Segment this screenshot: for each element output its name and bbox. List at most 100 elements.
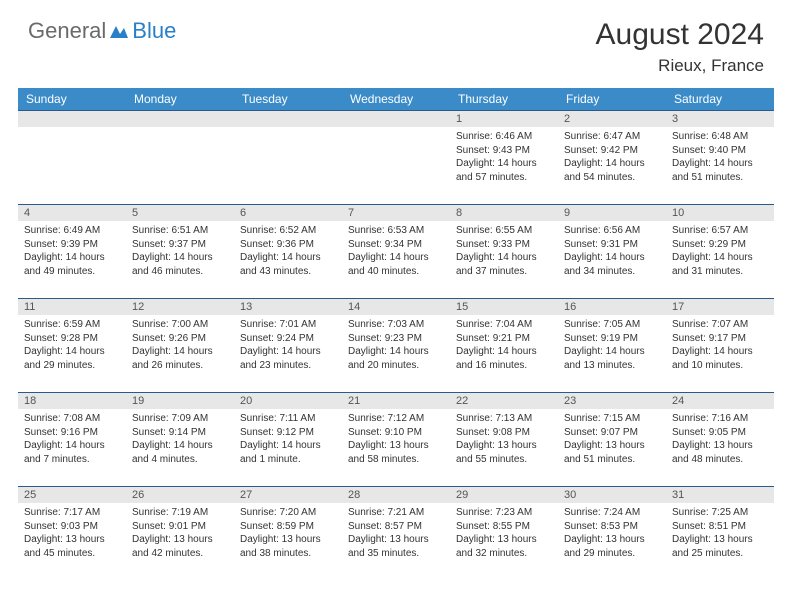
day-number-bar [18, 111, 126, 127]
wave-icon [110, 24, 128, 38]
daylight-text: Daylight: 13 hours and 58 minutes. [348, 439, 444, 466]
sunset-text: Sunset: 9:42 PM [564, 144, 660, 158]
sunrise-text: Sunrise: 7:23 AM [456, 506, 552, 520]
sunset-text: Sunset: 8:59 PM [240, 520, 336, 534]
sunset-text: Sunset: 9:07 PM [564, 426, 660, 440]
daylight-text: Daylight: 14 hours and 46 minutes. [132, 251, 228, 278]
sunset-text: Sunset: 9:19 PM [564, 332, 660, 346]
day-number: 1 [450, 111, 558, 127]
sunset-text: Sunset: 9:14 PM [132, 426, 228, 440]
sunrise-text: Sunrise: 6:57 AM [672, 224, 768, 238]
sunset-text: Sunset: 9:39 PM [24, 238, 120, 252]
sunrise-text: Sunrise: 7:20 AM [240, 506, 336, 520]
calendar-week-row: 1Sunrise: 6:46 AMSunset: 9:43 PMDaylight… [18, 111, 774, 205]
daylight-text: Daylight: 14 hours and 1 minute. [240, 439, 336, 466]
calendar-day-cell: 30Sunrise: 7:24 AMSunset: 8:53 PMDayligh… [558, 487, 666, 581]
day-details: Sunrise: 7:08 AMSunset: 9:16 PMDaylight:… [18, 409, 126, 469]
calendar-day-cell: 26Sunrise: 7:19 AMSunset: 9:01 PMDayligh… [126, 487, 234, 581]
weekday-header: Friday [558, 88, 666, 111]
sunrise-text: Sunrise: 7:05 AM [564, 318, 660, 332]
day-number: 22 [450, 393, 558, 409]
day-number: 18 [18, 393, 126, 409]
calendar-day-cell: 25Sunrise: 7:17 AMSunset: 9:03 PMDayligh… [18, 487, 126, 581]
daylight-text: Daylight: 14 hours and 49 minutes. [24, 251, 120, 278]
day-number: 14 [342, 299, 450, 315]
day-number: 17 [666, 299, 774, 315]
calendar-body: 1Sunrise: 6:46 AMSunset: 9:43 PMDaylight… [18, 111, 774, 581]
page-header: General Blue August 2024 Rieux, France [0, 0, 792, 84]
daylight-text: Daylight: 13 hours and 38 minutes. [240, 533, 336, 560]
day-number: 12 [126, 299, 234, 315]
daylight-text: Daylight: 14 hours and 10 minutes. [672, 345, 768, 372]
daylight-text: Daylight: 14 hours and 40 minutes. [348, 251, 444, 278]
day-number: 5 [126, 205, 234, 221]
day-details: Sunrise: 6:51 AMSunset: 9:37 PMDaylight:… [126, 221, 234, 281]
sunset-text: Sunset: 9:05 PM [672, 426, 768, 440]
calendar-day-cell: 29Sunrise: 7:23 AMSunset: 8:55 PMDayligh… [450, 487, 558, 581]
sunset-text: Sunset: 8:53 PM [564, 520, 660, 534]
day-number: 27 [234, 487, 342, 503]
day-number: 8 [450, 205, 558, 221]
day-details: Sunrise: 7:05 AMSunset: 9:19 PMDaylight:… [558, 315, 666, 375]
sunset-text: Sunset: 9:36 PM [240, 238, 336, 252]
day-number-bar [342, 111, 450, 127]
day-number: 28 [342, 487, 450, 503]
sunset-text: Sunset: 9:10 PM [348, 426, 444, 440]
day-number: 26 [126, 487, 234, 503]
sunset-text: Sunset: 9:28 PM [24, 332, 120, 346]
sunrise-text: Sunrise: 7:00 AM [132, 318, 228, 332]
calendar-day-cell: 13Sunrise: 7:01 AMSunset: 9:24 PMDayligh… [234, 299, 342, 393]
sunrise-text: Sunrise: 6:56 AM [564, 224, 660, 238]
calendar-day-cell: 23Sunrise: 7:15 AMSunset: 9:07 PMDayligh… [558, 393, 666, 487]
day-details: Sunrise: 7:03 AMSunset: 9:23 PMDaylight:… [342, 315, 450, 375]
sunrise-text: Sunrise: 7:08 AM [24, 412, 120, 426]
sunset-text: Sunset: 9:33 PM [456, 238, 552, 252]
calendar-day-cell: 10Sunrise: 6:57 AMSunset: 9:29 PMDayligh… [666, 205, 774, 299]
day-details: Sunrise: 6:53 AMSunset: 9:34 PMDaylight:… [342, 221, 450, 281]
day-details: Sunrise: 7:15 AMSunset: 9:07 PMDaylight:… [558, 409, 666, 469]
sunrise-text: Sunrise: 7:21 AM [348, 506, 444, 520]
day-details: Sunrise: 6:59 AMSunset: 9:28 PMDaylight:… [18, 315, 126, 375]
day-details: Sunrise: 6:49 AMSunset: 9:39 PMDaylight:… [18, 221, 126, 281]
day-number: 29 [450, 487, 558, 503]
location-label: Rieux, France [596, 56, 764, 76]
daylight-text: Daylight: 14 hours and 34 minutes. [564, 251, 660, 278]
sunrise-text: Sunrise: 6:48 AM [672, 130, 768, 144]
weekday-header: Thursday [450, 88, 558, 111]
weekday-header: Tuesday [234, 88, 342, 111]
sunrise-text: Sunrise: 7:19 AM [132, 506, 228, 520]
day-number: 20 [234, 393, 342, 409]
sunset-text: Sunset: 9:24 PM [240, 332, 336, 346]
sunset-text: Sunset: 9:01 PM [132, 520, 228, 534]
sunset-text: Sunset: 9:43 PM [456, 144, 552, 158]
day-number: 7 [342, 205, 450, 221]
sunrise-text: Sunrise: 7:15 AM [564, 412, 660, 426]
weekday-header-row: SundayMondayTuesdayWednesdayThursdayFrid… [18, 88, 774, 111]
daylight-text: Daylight: 14 hours and 4 minutes. [132, 439, 228, 466]
daylight-text: Daylight: 14 hours and 20 minutes. [348, 345, 444, 372]
brand-logo: General Blue [28, 18, 176, 44]
calendar-day-cell: 5Sunrise: 6:51 AMSunset: 9:37 PMDaylight… [126, 205, 234, 299]
sunrise-text: Sunrise: 7:17 AM [24, 506, 120, 520]
sunrise-text: Sunrise: 6:53 AM [348, 224, 444, 238]
day-details: Sunrise: 7:11 AMSunset: 9:12 PMDaylight:… [234, 409, 342, 469]
title-block: August 2024 Rieux, France [596, 18, 764, 76]
day-details: Sunrise: 7:23 AMSunset: 8:55 PMDaylight:… [450, 503, 558, 563]
sunset-text: Sunset: 9:31 PM [564, 238, 660, 252]
sunrise-text: Sunrise: 7:03 AM [348, 318, 444, 332]
day-number: 6 [234, 205, 342, 221]
daylight-text: Daylight: 14 hours and 16 minutes. [456, 345, 552, 372]
sunset-text: Sunset: 9:21 PM [456, 332, 552, 346]
daylight-text: Daylight: 14 hours and 43 minutes. [240, 251, 336, 278]
weekday-header: Saturday [666, 88, 774, 111]
sunset-text: Sunset: 9:08 PM [456, 426, 552, 440]
day-details: Sunrise: 6:48 AMSunset: 9:40 PMDaylight:… [666, 127, 774, 187]
daylight-text: Daylight: 14 hours and 7 minutes. [24, 439, 120, 466]
day-number: 9 [558, 205, 666, 221]
day-details: Sunrise: 7:24 AMSunset: 8:53 PMDaylight:… [558, 503, 666, 563]
day-details: Sunrise: 7:16 AMSunset: 9:05 PMDaylight:… [666, 409, 774, 469]
sunset-text: Sunset: 9:12 PM [240, 426, 336, 440]
calendar-day-cell [18, 111, 126, 205]
sunset-text: Sunset: 8:55 PM [456, 520, 552, 534]
calendar-day-cell: 2Sunrise: 6:47 AMSunset: 9:42 PMDaylight… [558, 111, 666, 205]
